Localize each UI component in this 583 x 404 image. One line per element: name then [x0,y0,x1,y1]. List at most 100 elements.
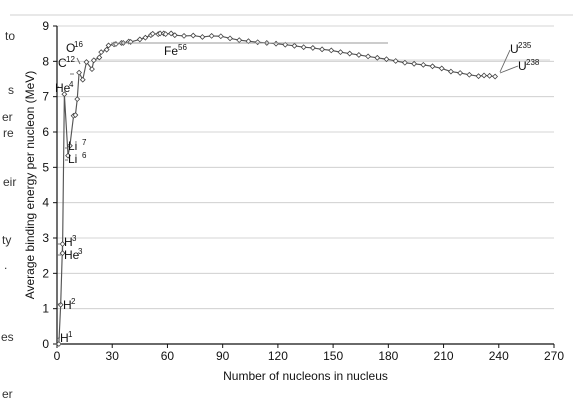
background-text-fragment: er [2,387,13,401]
isotope-label-h1: H [60,331,69,345]
background-text-fragment: s [8,83,14,97]
isotope-connector [499,49,511,73]
x-tick-label: 180 [378,349,398,363]
data-point [374,54,381,61]
data-point [98,49,105,56]
data-point [429,63,436,70]
data-point [365,53,372,60]
isotope-label-fe56: Fe [164,44,178,58]
data-point [103,46,110,53]
x-tick-label: 30 [106,349,120,363]
x-tick-label: 60 [161,349,175,363]
data-point [401,59,408,66]
background-text-fragment: er [2,110,13,124]
data-point [227,35,233,42]
data-point [72,112,79,118]
data-point [65,152,71,159]
isotope-label-u238: U [518,59,527,73]
isotope-mass-c12: 12 [66,55,75,64]
isotope-mass-he3: 3 [78,247,83,256]
data-point [59,241,66,247]
y-tick-label: 2 [42,266,49,280]
data-point [475,73,482,80]
data-point [300,44,307,51]
data-point [383,56,390,63]
text-layer: 0 30 60 90 120 150 180 210 240 2700123456789Numbe… [23,19,564,383]
background-text-fragment: es [1,330,14,344]
isotope-mass-h3: 3 [72,234,77,243]
x-tick-label: 240 [489,349,509,363]
isotope-label-h3: H [64,235,73,249]
x-axis-label: Number of nucleons in nucleus [223,369,388,383]
data-point [136,36,143,43]
data-point [411,60,418,67]
y-tick-label: 8 [42,54,49,68]
y-tick-label: 0 [42,337,49,351]
isotope-mass-fe56: 56 [178,43,187,52]
data-point [66,142,73,149]
background-text-fragment: re [3,126,14,140]
data-point [181,32,187,39]
data-point [448,68,454,75]
isotope-label-o16: O [66,41,75,55]
data-point [328,47,335,54]
isotope-label-li6: Li [68,152,77,166]
data-point [208,32,215,39]
axes-layer [53,25,555,348]
data-point [83,59,90,65]
series-line [58,32,496,345]
data-point [355,52,362,58]
y-tick-label: 5 [42,160,49,174]
data-point [273,40,279,47]
x-tick-label: 210 [434,349,454,363]
x-tick-label: 270 [544,349,564,363]
isotope-mass-u238: 238 [526,58,540,67]
isotope-connector [499,65,519,74]
data-point [89,66,95,73]
y-tick-label: 7 [42,90,49,104]
isotope-connector [56,336,61,340]
data-point [254,39,261,46]
data-point [74,96,81,103]
data-point [142,34,149,41]
isotope-connector [76,57,81,65]
data-point [291,42,298,49]
background-text-fragment: . [4,258,7,272]
x-tick-label: 150 [323,349,343,363]
background-text-fragment: to [5,29,15,43]
data-point [481,72,487,79]
data-point [392,58,399,64]
data-point [346,50,353,57]
data-point [466,71,473,78]
data-point [217,33,224,40]
isotope-mass-o16: 16 [74,40,83,49]
grid-layer [57,25,554,310]
isotope-mass-h2: 2 [71,297,76,306]
data-point [171,32,178,39]
data-point [61,91,68,98]
y-tick-label: 1 [42,302,49,316]
data-point [55,341,62,347]
data-point [149,30,156,37]
y-tick-label: 3 [42,231,49,245]
data-point [90,57,97,64]
isotope-label-c12: C [58,56,67,70]
data-point [319,46,325,53]
isotope-mass-li7: 7 [82,138,87,147]
data-point [199,34,206,40]
y-tick-label: 4 [42,196,49,210]
data-point [96,54,103,61]
data-point [337,49,344,56]
isotope-label-h2: H [63,298,72,312]
data-point [309,44,316,51]
isotope-label-u235: U [510,42,519,56]
data-point [492,73,499,80]
data-point [76,69,83,76]
background-text-fragment: ty [2,233,11,247]
isotope-label-he3: He [64,248,80,262]
background-layer: to s er re eir ty. es er [1,14,573,401]
isotope-label-he4: He [55,81,71,95]
data-point [457,70,464,76]
